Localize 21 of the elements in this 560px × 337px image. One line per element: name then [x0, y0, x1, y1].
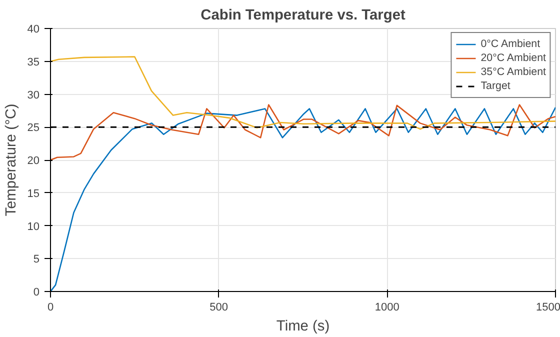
y-tick-label: 40 [27, 24, 40, 36]
legend-label: 0°C Ambient [480, 38, 540, 50]
y-tick-label: 25 [27, 122, 40, 134]
y-tick-label: 15 [27, 188, 40, 200]
legend-label: 20°C Ambient [480, 52, 546, 64]
y-tick-label: 5 [33, 254, 40, 266]
line-series [50, 104, 556, 161]
y-tick-label: 20 [27, 155, 40, 167]
x-tick-label: 1500 [536, 302, 560, 314]
x-tick-label: 1000 [374, 302, 400, 314]
y-tick-label: 35 [27, 56, 40, 68]
legend-label: Target [480, 80, 510, 92]
y-tick-label: 10 [27, 220, 40, 233]
x-tick-label: 500 [210, 302, 228, 314]
y-tick-label: 0 [33, 286, 40, 298]
chart-title: Cabin Temperature vs. Target [200, 8, 406, 24]
y-axis-title: Temperature (°C) [3, 104, 20, 216]
legend-label: 35°C Ambient [480, 66, 546, 78]
y-tick-label: 30 [27, 89, 40, 102]
x-axis-title: Time (s) [276, 318, 330, 334]
x-tick-label: 0 [47, 302, 54, 314]
